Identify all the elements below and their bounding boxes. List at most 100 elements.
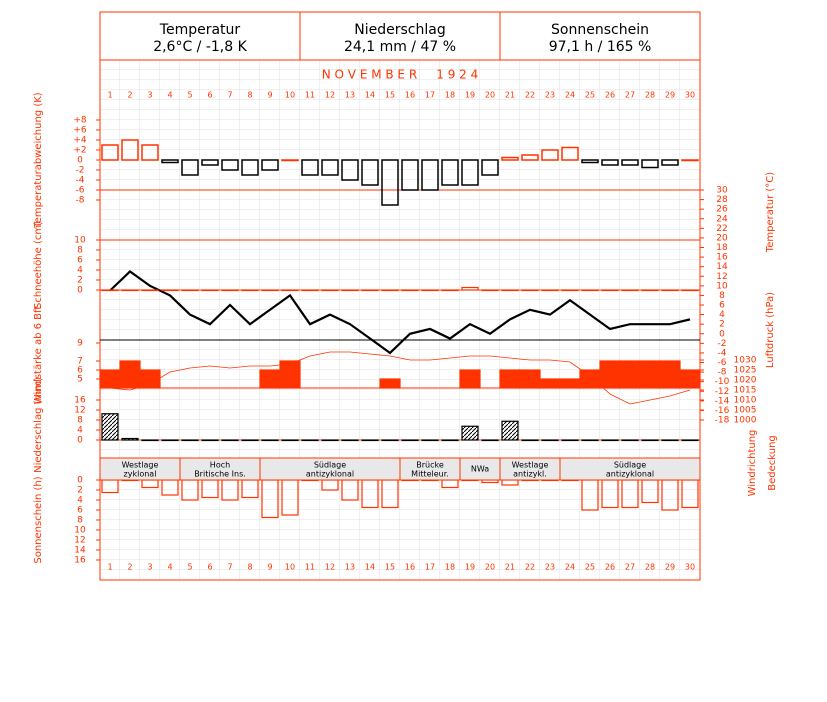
y-tick-label: -4 — [76, 176, 85, 186]
bar — [261, 159, 279, 171]
axis-label: Temperaturabweichung (K) — [33, 92, 44, 228]
y-tick-label: 0 — [77, 286, 83, 296]
bar — [201, 439, 219, 442]
y-tick-label: -8 — [718, 368, 727, 378]
day-label: 28 — [645, 91, 655, 100]
header-title: Temperatur — [159, 22, 241, 38]
day-label: 4 — [167, 91, 172, 100]
day-label: 22 — [525, 563, 535, 572]
day-label: 3 — [147, 563, 152, 572]
day-label: 29 — [665, 563, 675, 572]
y-tick-label: 1015 — [734, 386, 757, 396]
bar — [579, 369, 601, 389]
bar — [581, 159, 599, 164]
day-label: 23 — [545, 563, 555, 572]
day-label: 21 — [505, 91, 515, 100]
bar — [679, 369, 701, 389]
day-label: 9 — [267, 91, 272, 100]
bar — [341, 439, 359, 442]
y-tick-label: +2 — [73, 146, 86, 156]
side-label: Windrichtung — [747, 430, 758, 497]
bar — [461, 286, 479, 291]
day-label: 16 — [405, 563, 415, 572]
day-label: 1 — [107, 563, 112, 572]
bar — [379, 378, 401, 389]
bar — [461, 159, 479, 186]
day-label: 4 — [167, 563, 172, 572]
axis-label: Sonnenschein (h) — [33, 476, 44, 563]
header-value: 24,1 mm / 47 % — [344, 39, 456, 55]
header-title: Niederschlag — [354, 22, 445, 38]
bar — [201, 289, 219, 292]
bar — [541, 149, 559, 161]
axis-label: Niederschlag (mm) — [33, 377, 44, 473]
weather-type-label: Westlage — [512, 461, 549, 470]
y-tick-label: 10 — [74, 236, 86, 246]
bar — [501, 289, 519, 292]
day-label: 1 — [107, 91, 112, 100]
bar — [421, 439, 439, 442]
day-label: 6 — [207, 563, 212, 572]
bar — [261, 439, 279, 442]
day-label: 20 — [485, 563, 495, 572]
bar — [641, 159, 659, 169]
bar — [119, 360, 141, 389]
weather-type-label: zyklonal — [124, 470, 157, 479]
y-tick-label: 10 — [716, 281, 728, 291]
bar — [521, 439, 539, 442]
y-tick-label: 12 — [74, 536, 85, 546]
bar — [441, 439, 459, 442]
day-label: 18 — [445, 563, 455, 572]
y-tick-label: 2 — [719, 320, 725, 330]
y-tick-label: 4 — [719, 310, 725, 320]
bar — [501, 420, 519, 441]
day-label: 5 — [187, 563, 192, 572]
day-label: 25 — [585, 563, 595, 572]
y-tick-label: 0 — [77, 156, 83, 166]
bar — [641, 289, 659, 292]
bar — [301, 439, 319, 442]
bar — [661, 439, 679, 442]
day-label: 26 — [605, 563, 615, 572]
bar — [681, 439, 699, 442]
y-tick-label: 0 — [77, 476, 83, 486]
day-label: 12 — [325, 563, 335, 572]
y-tick-label: 4 — [77, 266, 83, 276]
bar — [101, 289, 119, 292]
bar — [559, 378, 581, 389]
y-tick-label: -10 — [715, 377, 730, 387]
y-tick-label: 6 — [77, 256, 83, 266]
y-tick-label: 1020 — [734, 376, 757, 386]
bar — [621, 289, 639, 292]
bar — [659, 360, 681, 389]
day-label: 17 — [425, 91, 435, 100]
bar — [279, 360, 301, 389]
y-tick-label: -4 — [718, 348, 727, 358]
day-label: 24 — [565, 91, 575, 100]
day-label: 17 — [425, 563, 435, 572]
bar — [201, 159, 219, 166]
bar — [421, 289, 439, 292]
y-tick-label: -2 — [718, 339, 727, 349]
bar — [101, 413, 119, 441]
bar — [121, 289, 139, 292]
header-title: Sonnenschein — [551, 22, 649, 38]
weather-type-box — [559, 457, 701, 481]
day-label: 5 — [187, 91, 192, 100]
y-tick-label: 6 — [77, 366, 83, 376]
day-label: 13 — [345, 563, 355, 572]
weather-type-label: Mitteleur. — [411, 470, 449, 479]
bar — [221, 289, 239, 292]
y-tick-label: 16 — [716, 253, 728, 263]
y-tick-label: -8 — [76, 196, 85, 206]
bar — [401, 159, 419, 191]
bar — [139, 369, 161, 389]
bar — [681, 289, 699, 292]
bar — [361, 289, 379, 292]
bar — [321, 159, 339, 176]
bar — [561, 289, 579, 292]
y-tick-label: 1010 — [734, 396, 757, 406]
bar — [639, 360, 661, 389]
y-tick-label: 5 — [77, 375, 83, 385]
y-tick-label: 24 — [716, 214, 728, 224]
